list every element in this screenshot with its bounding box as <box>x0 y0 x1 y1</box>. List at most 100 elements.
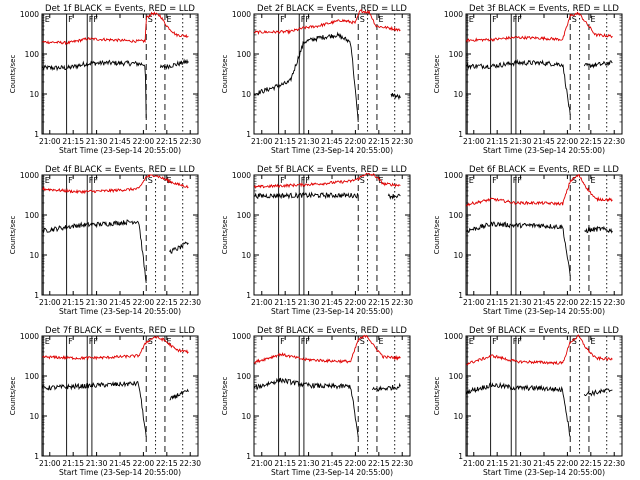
series-events-line <box>390 92 401 101</box>
y-tick-label: 1 <box>246 291 251 300</box>
x-tick-label: 21:30 <box>510 137 532 146</box>
event-marker-label: F <box>492 15 497 24</box>
series-lld-line <box>253 334 401 365</box>
y-tick-label: 1 <box>34 291 39 300</box>
y-tick-label: 1000 <box>232 171 251 180</box>
y-tick-label: 10 <box>29 90 39 99</box>
event-marker-label: F <box>513 15 518 24</box>
x-tick-label: 22:30 <box>603 298 625 307</box>
event-marker-label: E <box>45 176 50 185</box>
event-marker-label: S <box>572 15 577 24</box>
event-marker-label: E <box>590 15 595 24</box>
x-tick-label: 21:30 <box>298 298 320 307</box>
series-lld-line <box>254 9 401 35</box>
event-marker-label: S <box>572 176 577 185</box>
event-marker-label: F <box>305 337 310 346</box>
x-tick-label: 22:30 <box>391 298 413 307</box>
y-tick-label: 100 <box>25 50 40 59</box>
event-marker-label: S <box>360 337 365 346</box>
plot-frame <box>465 13 623 135</box>
event-marker-label: E <box>469 15 474 24</box>
panel-title: Det 2f BLACK = Events, RED = LLD <box>257 4 407 14</box>
chart-panel-2: Det 2f BLACK = Events, RED = LLD 1 10 100 10… <box>221 4 413 155</box>
y-axis-label: Counts/sec <box>221 377 229 416</box>
series-lld-line <box>42 174 189 195</box>
y-tick-label: 1000 <box>444 332 463 341</box>
y-axis-label: Counts/sec <box>433 55 441 94</box>
x-tick-label: 21:45 <box>321 137 343 146</box>
y-tick-label: 100 <box>25 372 40 381</box>
event-marker-label: F <box>68 337 73 346</box>
panel-title: Det 7f BLACK = Events, RED = LLD <box>45 326 195 336</box>
y-axis-label: Counts/sec <box>9 216 17 255</box>
x-tick-label: 22:15 <box>580 137 602 146</box>
x-axis-label: Start Time (23-Sep-14 20:55:00) <box>483 307 605 316</box>
event-marker-label: E <box>45 15 50 24</box>
y-tick-label: 1000 <box>232 332 251 341</box>
chart-panel-9: Det 9f BLACK = Events, RED = LLD 1 10 100 10… <box>433 326 625 477</box>
x-tick-label: 22:00 <box>133 137 155 146</box>
x-tick-label: 21:15 <box>62 459 84 468</box>
x-tick-label: 22:30 <box>391 459 413 468</box>
x-tick-label: 21:00 <box>39 137 61 146</box>
x-axis-label: Start Time (23-Sep-14 20:55:00) <box>271 146 393 155</box>
y-tick-label: 1000 <box>444 10 463 19</box>
x-tick-label: 22:15 <box>156 298 178 307</box>
event-marker-label: F <box>301 176 306 185</box>
x-tick-label: 22:15 <box>368 298 390 307</box>
x-tick-label: 21:30 <box>510 298 532 307</box>
event-marker-label: F <box>280 176 285 185</box>
x-axis-label: Start Time (23-Sep-14 20:55:00) <box>271 307 393 316</box>
series-events-line <box>41 380 147 437</box>
x-tick-label: 21:15 <box>274 137 296 146</box>
x-tick-label: 21:00 <box>463 459 485 468</box>
series-events-line <box>466 221 571 276</box>
series-events-line <box>253 377 359 437</box>
panel-title: Det 6f BLACK = Events, RED = LLD <box>469 165 619 175</box>
y-tick-label: 100 <box>449 372 464 381</box>
chart-panel-7: Det 7f BLACK = Events, RED = LLD 1 10 100 10… <box>9 326 201 477</box>
event-marker-label: E <box>378 337 383 346</box>
x-tick-label: 22:30 <box>179 298 201 307</box>
event-marker-label: F <box>68 176 73 185</box>
y-axis-label: Counts/sec <box>433 216 441 255</box>
y-axis-label: Counts/sec <box>9 377 17 416</box>
plot-frame <box>253 174 411 296</box>
y-tick-label: 1000 <box>444 171 463 180</box>
x-tick-label: 22:15 <box>580 298 602 307</box>
x-tick-label: 21:45 <box>109 137 131 146</box>
y-tick-label: 100 <box>237 50 252 59</box>
x-tick-label: 22:00 <box>345 137 367 146</box>
x-tick-label: 21:00 <box>251 459 273 468</box>
x-tick-label: 21:30 <box>86 459 108 468</box>
event-marker-label: F <box>280 15 285 24</box>
event-marker-label: F <box>93 15 98 24</box>
x-tick-label: 22:00 <box>557 137 579 146</box>
event-marker-label: F <box>517 176 522 185</box>
event-marker-label: S <box>572 337 577 346</box>
x-tick-label: 22:00 <box>345 298 367 307</box>
panel-title: Det 3f BLACK = Events, RED = LLD <box>469 4 619 14</box>
x-tick-label: 21:00 <box>251 298 273 307</box>
series-events-line <box>169 241 189 254</box>
x-tick-label: 22:15 <box>368 137 390 146</box>
y-tick-label: 10 <box>453 251 463 260</box>
event-marker-label: F <box>305 176 310 185</box>
x-tick-label: 21:00 <box>39 459 61 468</box>
x-tick-label: 21:00 <box>463 137 485 146</box>
series-lld-line <box>42 11 189 46</box>
event-marker-label: F <box>492 176 497 185</box>
x-tick-label: 21:30 <box>86 137 108 146</box>
x-tick-label: 21:45 <box>321 459 343 468</box>
y-tick-label: 100 <box>449 211 464 220</box>
series-events-line <box>465 381 571 438</box>
series-events-line <box>169 388 189 401</box>
y-tick-label: 1 <box>246 130 251 139</box>
x-tick-label: 21:30 <box>510 459 532 468</box>
event-marker-label: F <box>301 337 306 346</box>
chart-panel-8: Det 8f BLACK = Events, RED = LLD 1 10 100 10… <box>221 326 413 477</box>
y-axis-label: Counts/sec <box>9 55 17 94</box>
event-marker-label: E <box>590 337 595 346</box>
x-tick-label: 21:15 <box>274 298 296 307</box>
chart-panel-3: Det 3f BLACK = Events, RED = LLD 1 10 100 10… <box>433 4 625 155</box>
